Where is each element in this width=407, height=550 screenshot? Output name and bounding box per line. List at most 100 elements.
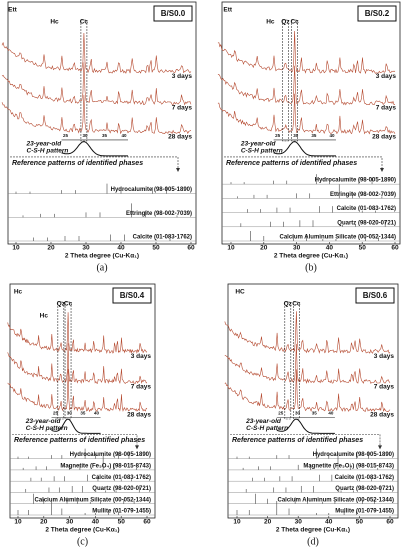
peak-label: Ett [8,7,18,14]
csh-label: C-S-H pattern [26,425,68,432]
csh-label: 23-year-old [245,418,282,425]
sample-box [355,287,395,304]
peak-label: Ett [223,7,233,14]
x-tick-label: 10 [227,245,235,252]
csh-tick: 40 [94,411,100,416]
x-tick-label: 30 [295,519,303,526]
x-tick-label: 60 [143,519,151,526]
curve-label: 28 days [372,134,396,141]
xrd-trace [217,30,396,75]
x-tick-label: 20 [260,245,268,252]
frame [221,1,401,245]
phase-label: Quartz (98-020-0721) [92,486,151,492]
xrd-trace [224,343,391,385]
reference-title: Reference patterns of identified phases [12,160,143,167]
reference-title: Reference patterns of identified phases [226,160,357,167]
arrow-head [176,167,180,172]
phase-label: Magnetite (Fe₃O₄) (98-015-8743) [303,463,394,469]
peak-box [80,19,88,142]
x-tick-label: 40 [92,519,100,526]
frame [9,283,156,519]
x-tick-label: 30 [66,519,74,526]
csh-label: C-S-H pattern [27,148,69,155]
x-tick-label: 10 [233,519,241,526]
phase-label: Calcite (01-083-1762) [335,475,394,481]
xrd-trace [217,93,396,135]
curve-label: 3 days [374,353,395,360]
sample-label: B/S0.2 [365,9,390,18]
x-tick-label: 20 [47,245,55,252]
peak-label: Cc [64,301,73,308]
phase-label: Magnetite (Fe₃O₄) (98-015-8743) [60,463,151,469]
x-tick-label: 40 [117,245,125,252]
x-tick-label: 20 [264,519,272,526]
csh-tick: 40 [328,411,334,416]
phase-label: Calcite (01-083-1762) [133,235,192,241]
csh-label: 23-year-old [26,141,63,148]
xrd-trace [1,62,192,106]
sample-box [153,5,193,22]
curve-label: 7 days [374,383,395,390]
csh-curve [61,141,128,157]
reference-title: Reference patterns of identified phases [14,437,145,444]
xrd-trace [7,343,148,384]
phase-label: Hydrocalumite (98-005-1890) [313,452,394,458]
phase-label: Quartz (98-020-0721) [335,486,394,492]
phase-label: Quartz (98-020-0721) [337,220,396,226]
peak-label: Cc [80,19,89,26]
peak-box [282,19,289,142]
xrd-trace [1,32,192,74]
x-tick-label: 50 [152,245,160,252]
phase-label: Hydrocalumite (98-005-1890) [111,187,192,193]
csh-tick: 25 [278,411,284,416]
xrd-trace [7,312,148,354]
peak-box [284,301,292,420]
phase-label: Calcite (01-083-1762) [92,475,151,481]
caption: (c) [77,536,88,547]
curve-label: 3 days [131,353,152,360]
phase-label: Ettringite (98-002-7039) [126,211,192,217]
peak-label: Cc [292,301,301,308]
x-tick-label: 60 [391,245,399,252]
arrow-head [380,167,384,172]
x-tick-label: 30 [293,245,301,252]
curve-label: 3 days [376,73,397,80]
x-tick-label: 30 [82,245,90,252]
csh-tick: 35 [102,133,108,138]
xrd-trace [1,94,192,135]
csh-tick: 35 [311,133,317,138]
phase-label: Hydrocalumite (98-005-1890) [315,178,396,184]
x-tick-label: 50 [359,245,367,252]
csh-curve [276,418,335,434]
csh-tick: 30 [293,133,299,138]
curve-label: 7 days [131,383,152,390]
arrow-head [378,445,382,450]
x-tick-label: 40 [326,245,334,252]
ref-arrow [224,156,383,170]
phase-label: Calcium Aluminum Silicate (00-052-1344) [278,497,395,503]
phase-label: Mullite (01-079-1455) [335,509,394,515]
csh-tick: 35 [312,411,318,416]
csh-curve [273,141,336,157]
x-tick-label: 60 [386,519,394,526]
reference-title: Reference patterns of identified phases [232,437,363,444]
peak-label: Qz [284,301,293,308]
csh-tick: 25 [53,411,59,416]
peak-label: Hc [50,19,59,26]
csh-tick: 40 [121,133,127,138]
peak-label: Hc [40,313,49,320]
curve-label: 3 days [172,73,193,80]
curve-label: 28 days [370,411,394,418]
peak-label: HC [235,289,245,296]
caption: (b) [305,262,317,273]
ref-arrow [230,434,381,448]
caption: (a) [96,262,107,273]
x-tick-label: 40 [325,519,333,526]
curve-label: 7 days [376,105,397,112]
csh-label: 23-year-old [25,418,62,425]
curve-label: 7 days [172,105,193,112]
x-axis-label: 2 Theta degree (Cu-Kα₁) [276,527,350,534]
phase-label: Calcite (01-083-1762) [337,206,396,212]
sample-box [357,5,397,22]
arrow-head [135,445,139,450]
